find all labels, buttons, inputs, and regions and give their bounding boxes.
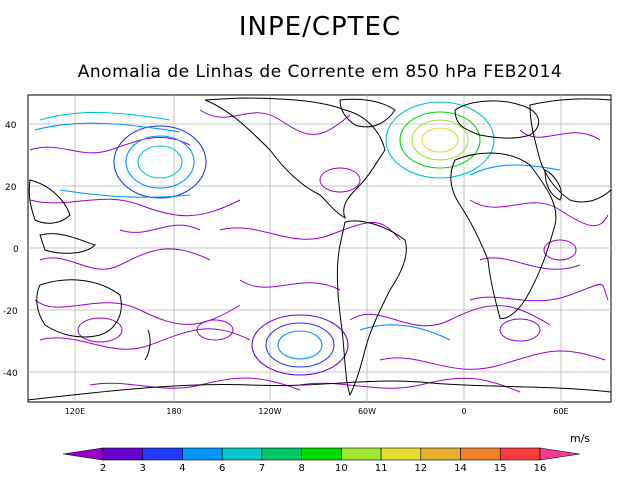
lat-label-minus20: -20 xyxy=(3,307,18,317)
lat-label-20: 20 xyxy=(5,183,17,193)
streamlines-weak xyxy=(29,109,609,393)
colorbar-units: m/s xyxy=(570,432,591,445)
graticule xyxy=(28,95,611,402)
colorbar-label: 14 xyxy=(454,463,467,474)
lon-label-180: 180 xyxy=(166,407,181,416)
colorbar-swatch xyxy=(261,447,302,461)
colorbar-swatch xyxy=(142,447,183,461)
lon-label-60e: 60E xyxy=(553,407,568,416)
colorbar-swatch xyxy=(301,447,342,461)
colorbar-swatch xyxy=(380,447,422,461)
colorbar-label: 4 xyxy=(179,463,185,474)
colorbar-swatch xyxy=(221,447,263,461)
colorbar: 2 3 4 6 7 8 10 11 12 14 15 16 xyxy=(62,447,581,474)
colorbar-label: 11 xyxy=(375,463,388,474)
lon-label-120e: 120E xyxy=(65,407,85,416)
colorbar-label: 2 xyxy=(100,463,106,474)
colorbar-label: 7 xyxy=(259,463,265,474)
colorbar-arrow-right xyxy=(539,447,581,461)
map-subtitle: Anomalia de Linhas de Corrente em 850 hP… xyxy=(77,62,563,82)
lat-label-minus40: -40 xyxy=(3,369,18,379)
colorbar-swatch xyxy=(499,447,541,461)
map-frame xyxy=(27,94,612,403)
lat-label-0: 0 xyxy=(13,245,19,255)
colorbar-label: 6 xyxy=(219,463,225,474)
colorbar-swatch xyxy=(341,447,382,461)
colorbar-label: 10 xyxy=(335,463,348,474)
colorbar-label: 15 xyxy=(494,463,507,474)
colorbar-swatch xyxy=(420,447,461,461)
colorbar-label: 16 xyxy=(534,463,547,474)
colorbar-swatch xyxy=(102,447,144,461)
lon-label-120w: 120W xyxy=(258,407,281,416)
lat-label-40: 40 xyxy=(5,121,17,131)
lon-label-0: 0 xyxy=(461,407,466,416)
page-title: INPE/CPTEC xyxy=(238,12,402,42)
lon-label-60w: 60W xyxy=(358,407,376,416)
colorbar-label: 3 xyxy=(140,463,146,474)
coastlines xyxy=(27,97,612,401)
streamlines-strong xyxy=(34,101,561,376)
colorbar-arrow-left xyxy=(62,447,104,461)
colorbar-swatch xyxy=(460,447,501,461)
colorbar-label: 12 xyxy=(414,463,427,474)
colorbar-swatch xyxy=(182,447,223,461)
colorbar-label: 8 xyxy=(298,463,304,474)
